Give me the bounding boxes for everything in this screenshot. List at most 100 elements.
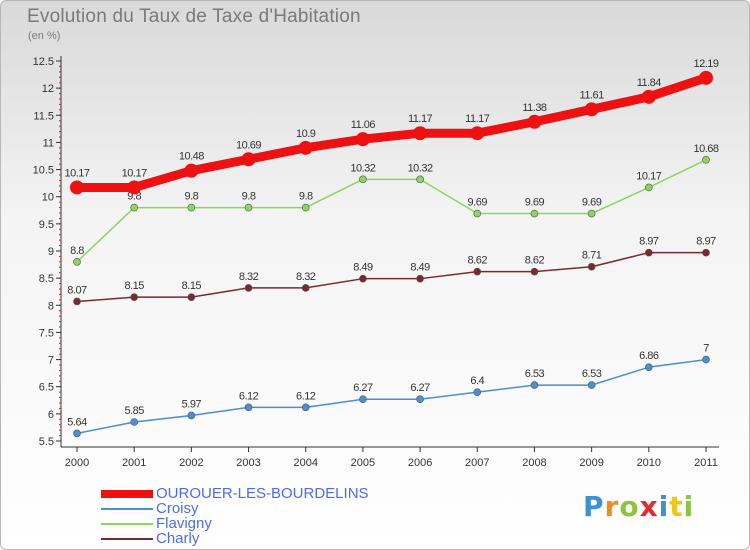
- data-label-charly: 8.97: [639, 236, 659, 248]
- data-label-charly: 8.71: [582, 250, 602, 262]
- data-point-charly: [587, 262, 596, 271]
- logo-letter: t: [669, 490, 684, 523]
- data-point-charly: [187, 293, 196, 301]
- x-tick-label: 2008: [522, 457, 546, 469]
- data-point-croisy: [645, 363, 653, 371]
- data-label-ourouer-les-bourdelins: 11.61: [580, 89, 605, 101]
- data-point-charly: [702, 248, 710, 257]
- data-label-ourouer-les-bourdelins: 10.17: [64, 167, 89, 179]
- legend-label: Croisy: [156, 500, 199, 517]
- data-label-charly: 8.97: [696, 236, 716, 248]
- data-label-croisy: 6.86: [639, 350, 659, 362]
- data-label-charly: 8.15: [124, 280, 144, 292]
- x-tick-label: 2010: [637, 457, 661, 469]
- y-tick-label: 7: [48, 355, 54, 367]
- data-label-charly: 8.49: [410, 262, 430, 274]
- data-label-croisy: 6.53: [582, 368, 602, 380]
- logo-letter: r: [604, 490, 620, 523]
- data-point-flavigny: [416, 175, 424, 184]
- y-tick-label: 6.5: [39, 382, 54, 394]
- data-point-ourouer-les-bourdelins: [413, 126, 428, 141]
- data-point-croisy: [130, 418, 138, 426]
- logo-letter: o: [619, 490, 640, 523]
- data-label-croisy: 6.27: [410, 382, 430, 394]
- data-point-charly: [645, 248, 653, 257]
- data-label-flavigny: 9.8: [184, 191, 198, 203]
- data-label-flavigny: 10.32: [350, 162, 375, 174]
- data-point-charly: [73, 297, 81, 306]
- x-tick-label: 2000: [65, 457, 89, 469]
- data-point-charly: [301, 284, 310, 292]
- chart-subtitle: (en %): [28, 30, 61, 42]
- data-point-flavigny: [244, 203, 253, 212]
- data-label-croisy: 6.12: [296, 390, 316, 402]
- series-line-croisy: [76, 358, 707, 435]
- y-tick-label: 8.5: [39, 273, 54, 285]
- data-point-ourouer-les-bourdelins: [527, 114, 542, 129]
- data-point-ourouer-les-bourdelins: [470, 126, 485, 141]
- data-point-croisy: [587, 381, 596, 389]
- y-tick-label: 9.5: [39, 219, 54, 231]
- data-point-croisy: [702, 355, 710, 364]
- y-tick-label: 10.5: [33, 165, 54, 177]
- legend-swatch: [101, 538, 153, 540]
- data-point-croisy: [301, 403, 310, 412]
- x-tick-label: 2011: [694, 457, 718, 469]
- legend-swatch: [101, 523, 153, 525]
- x-tick-label: 2004: [293, 457, 317, 469]
- data-label-flavigny: 10.32: [408, 162, 433, 174]
- series-line-flavigny: [76, 159, 707, 263]
- data-label-ourouer-les-bourdelins: 11.84: [637, 77, 662, 89]
- y-tick-label: 8: [48, 300, 54, 312]
- data-point-ourouer-les-bourdelins: [641, 89, 656, 104]
- y-tick-label: 12: [42, 83, 54, 95]
- data-point-ourouer-les-bourdelins: [298, 140, 313, 155]
- data-label-croisy: 7: [703, 343, 709, 355]
- data-label-flavigny: 9.69: [582, 197, 602, 209]
- data-label-flavigny: 9.8: [242, 191, 256, 203]
- data-point-charly: [416, 274, 424, 283]
- data-label-ourouer-les-bourdelins: 10.9: [296, 128, 316, 140]
- proxiti-logo: Proxiti: [583, 490, 694, 523]
- series-line-charly: [76, 251, 707, 303]
- x-tick-label: 2007: [465, 457, 489, 469]
- data-label-croisy: 5.97: [182, 398, 202, 410]
- data-point-charly: [359, 274, 367, 283]
- data-label-flavigny: 9.8: [299, 191, 313, 203]
- data-point-flavigny: [645, 183, 653, 192]
- data-label-charly: 8.07: [67, 284, 87, 296]
- data-label-charly: 8.62: [525, 255, 545, 267]
- data-point-croisy: [187, 411, 196, 420]
- y-tick-label: 11.5: [33, 110, 54, 122]
- data-label-flavigny: 10.68: [693, 143, 718, 155]
- data-point-croisy: [73, 429, 81, 438]
- x-tick-label: 2001: [122, 457, 146, 469]
- logo-letter: P: [583, 490, 605, 523]
- data-point-croisy: [244, 403, 253, 412]
- data-point-ourouer-les-bourdelins: [355, 132, 370, 147]
- data-point-charly: [473, 267, 482, 276]
- data-label-ourouer-les-bourdelins: 10.69: [236, 139, 261, 151]
- data-label-flavigny: 9.69: [468, 197, 488, 209]
- y-tick-label: 11: [43, 137, 54, 149]
- data-label-charly: 8.49: [353, 262, 373, 274]
- data-label-croisy: 6.4: [470, 375, 484, 387]
- logo-letter: i: [683, 490, 695, 523]
- data-point-ourouer-les-bourdelins: [70, 180, 84, 195]
- y-tick-label: 10: [42, 192, 54, 204]
- data-label-ourouer-les-bourdelins: 12.19: [693, 58, 718, 70]
- x-tick-label: 2005: [351, 457, 375, 469]
- data-point-ourouer-les-bourdelins: [584, 102, 599, 117]
- data-label-ourouer-les-bourdelins: 11.17: [465, 113, 490, 125]
- y-tick-label: 12.5: [33, 56, 54, 68]
- data-point-croisy: [473, 388, 482, 396]
- data-label-croisy: 6.27: [353, 382, 373, 394]
- data-point-flavigny: [473, 209, 482, 218]
- data-label-ourouer-les-bourdelins: 10.48: [179, 151, 204, 163]
- y-tick-label: 7.5: [39, 327, 54, 339]
- y-tick-label: 5.5: [39, 436, 54, 448]
- data-point-flavigny: [587, 209, 596, 218]
- legend-label: Charly: [156, 530, 200, 547]
